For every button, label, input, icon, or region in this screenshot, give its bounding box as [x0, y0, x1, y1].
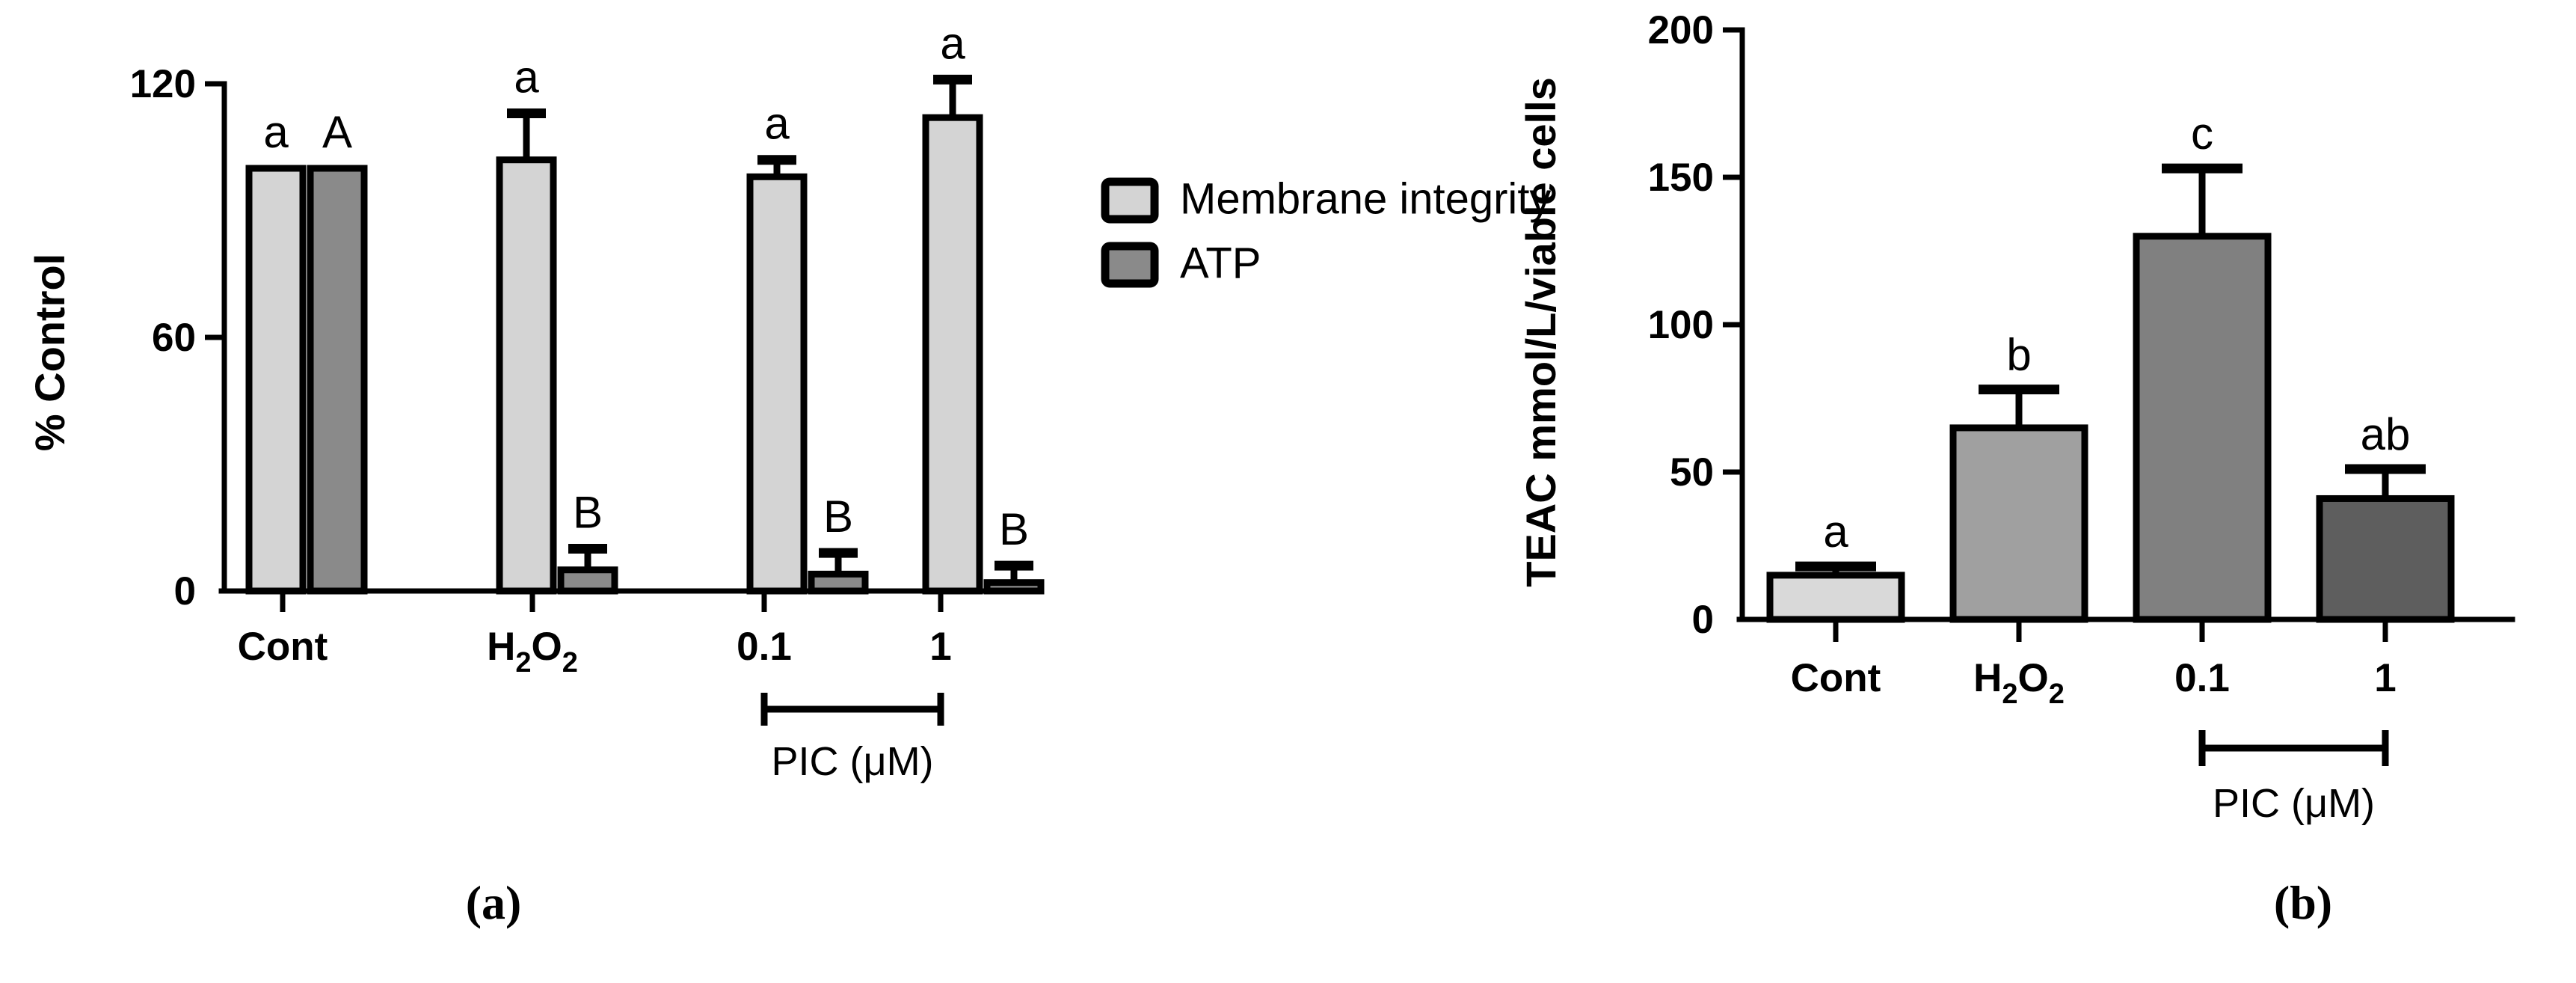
panel-a-caption: (a) [465, 876, 522, 929]
x-axis-categories: Cont H2O2 0.1 1 [238, 591, 952, 679]
bar-membrane-integrity-3 [922, 114, 983, 595]
x-tick-label: H2O2 [1973, 656, 2065, 710]
x-axis-categories: Cont H2O2 0.1 1 [1791, 619, 2397, 710]
significance-letter: A [322, 107, 352, 157]
bar-teac-3 [2316, 494, 2455, 623]
significance-letter: a [1823, 506, 1848, 557]
legend-swatch [1101, 242, 1159, 288]
legend-item: ATP [1101, 239, 1261, 288]
y-tick-label: 150 [1648, 156, 1714, 200]
y-axis-title: TEAC mmol/L/viable cells [1517, 77, 1564, 587]
bracket-path [2198, 730, 2389, 766]
y-tick-label: 0 [174, 569, 196, 613]
legend-label: Membrane integrity [1180, 174, 1551, 223]
pic-group-label: PIC (μM) [771, 739, 933, 784]
x-tick-label: Cont [238, 625, 328, 669]
bar-teac-2 [2133, 233, 2272, 623]
significance-letter: a [514, 52, 539, 102]
bracket-path [760, 693, 944, 726]
bar-atp-2 [808, 570, 869, 595]
significance-letter: a [940, 18, 965, 68]
significance-letter: B [823, 492, 853, 542]
x-tick-label: 1 [2374, 656, 2396, 700]
pic-group-bracket: PIC (μM) [760, 693, 944, 784]
y-tick-label: 100 [1648, 303, 1714, 347]
pic-group-label: PIC (μM) [2213, 781, 2375, 826]
x-tick-label: 1 [929, 625, 951, 669]
x-tick-label: 0.1 [2174, 656, 2230, 700]
legend: Membrane integrity ATP [1101, 174, 1551, 288]
bar-atp-3 [983, 579, 1045, 595]
bar-atp-1 [557, 566, 618, 595]
y-tick-label: 60 [152, 316, 196, 360]
bar-membrane-integrity-2 [746, 173, 808, 595]
x-tick-label: 0.1 [737, 625, 792, 669]
y-tick-label: 50 [1670, 450, 1714, 494]
y-tick-label: 120 [130, 62, 196, 106]
significance-letter: ab [2361, 409, 2411, 459]
chart-panel-b: 0 50 100 150 200 TEAC mmol/L/viable cells a b c a… [1496, 0, 2576, 845]
significance-letter: a [263, 107, 289, 157]
x-tick-label: Cont [1791, 656, 1881, 700]
significance-letter: a [764, 99, 790, 149]
y-axis-title: % Control [26, 254, 73, 451]
significance-letter: B [573, 488, 603, 538]
legend-swatch [1101, 177, 1159, 224]
y-axis-ticks: 0 60 120 [130, 62, 224, 613]
y-tick-label: 0 [1692, 598, 1714, 642]
panel-b-caption: (b) [2273, 876, 2333, 929]
bar-atp-0 [307, 165, 368, 595]
legend-item: Membrane integrity [1101, 174, 1551, 224]
y-tick-label: 200 [1648, 8, 1714, 52]
significance-letter: c [2191, 108, 2213, 159]
bar-membrane-integrity-0 [245, 165, 307, 595]
x-tick-label: H2O2 [487, 625, 578, 679]
significance-letter: B [999, 504, 1029, 554]
y-axis-ticks: 0 50 100 150 200 [1648, 8, 1742, 642]
bar-teac-0 [1766, 572, 1905, 623]
legend-label: ATP [1180, 239, 1261, 287]
bar-membrane-integrity-1 [496, 156, 557, 595]
pic-group-bracket: PIC (μM) [2198, 730, 2389, 826]
significance-letter: b [2006, 330, 2031, 380]
bar-teac-1 [1949, 424, 2088, 623]
